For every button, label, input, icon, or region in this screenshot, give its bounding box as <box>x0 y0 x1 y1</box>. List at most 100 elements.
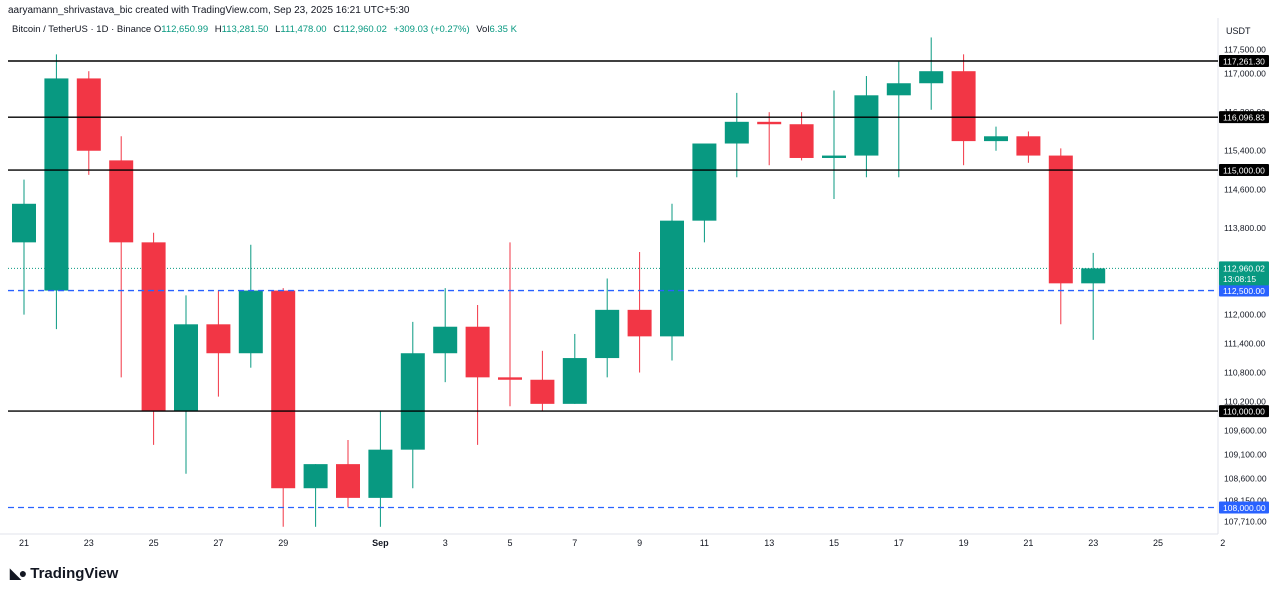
price-tick-label: 113,800.00 <box>1224 223 1266 233</box>
tradingview-logo-icon: ◣● <box>10 565 27 581</box>
high-value: 113,281.50 <box>221 24 269 35</box>
symbol-name: Bitcoin / TetherUS · 1D · Binance <box>12 24 152 35</box>
candle-body <box>465 326 490 378</box>
price-tick-label: 117,500.00 <box>1224 45 1266 55</box>
price-tick-label: 112,000.00 <box>1224 310 1266 320</box>
volume-value: 6.35 K <box>489 24 517 35</box>
candle-body <box>1048 155 1073 284</box>
price-tick-label: 114,600.00 <box>1224 184 1266 194</box>
price-tick-label: 109,600.00 <box>1224 425 1267 435</box>
candle-body <box>627 309 652 337</box>
volume-label: Vol <box>476 24 490 35</box>
symbol-legend: Bitcoin / TetherUS · 1D · Binance O112,6… <box>12 24 521 35</box>
level-price-tag <box>1219 164 1269 177</box>
open-label: O <box>153 24 162 35</box>
level-price-tag <box>1219 405 1269 418</box>
candle-body <box>12 203 36 243</box>
chart-attribution: aaryamann_shrivastava_bic created with T… <box>8 5 410 16</box>
candle-body <box>530 379 555 404</box>
last-price-tag <box>1219 261 1269 286</box>
time-tick-label: 15 <box>829 538 839 548</box>
time-tick-label: 19 <box>959 538 969 548</box>
candle-body <box>886 83 911 96</box>
time-tick-label: 23 <box>1088 538 1098 548</box>
candle-body <box>724 121 749 144</box>
tradingview-brand[interactable]: ◣● TradingView <box>10 565 118 582</box>
level-price-tag <box>1219 111 1269 124</box>
low-label: L <box>275 24 281 35</box>
time-tick-label: 13 <box>764 538 774 548</box>
candle-body <box>271 290 296 489</box>
price-tick-label: 111,400.00 <box>1224 339 1266 349</box>
level-price-label: 110,000.00 <box>1223 407 1265 417</box>
time-tick-label: 25 <box>1153 538 1163 548</box>
time-tick-label: 25 <box>149 538 159 548</box>
price-tick-label: 110,200.00 <box>1224 396 1266 406</box>
candle-body <box>433 326 458 354</box>
price-tick-label: 108,150.00 <box>1224 495 1267 505</box>
level-price-tag <box>1219 55 1269 68</box>
price-tick-label: 110,800.00 <box>1224 368 1266 378</box>
candle-body <box>368 449 393 498</box>
candle-body <box>1016 136 1041 156</box>
candle-countdown-label: 13:08:15 <box>1223 274 1256 284</box>
time-tick-label: 21 <box>1023 538 1033 548</box>
candle-body <box>303 464 328 489</box>
candle-body <box>141 242 166 412</box>
level-price-label: 117,261.30 <box>1223 57 1265 67</box>
candle-body <box>919 71 944 84</box>
close-label: C <box>333 24 341 35</box>
high-label: H <box>214 24 222 35</box>
candle-body <box>951 71 976 142</box>
close-value: 112,960.02 <box>340 24 387 35</box>
candle-body <box>822 155 846 158</box>
price-tick-label: 115,400.00 <box>1224 146 1266 156</box>
level-price-label: 112,500.00 <box>1223 286 1265 296</box>
time-tick-label: 2 <box>1220 538 1225 548</box>
time-tick-label: 21 <box>19 538 29 548</box>
price-tick-label: 109,100.00 <box>1224 449 1267 459</box>
candle-body <box>789 124 814 158</box>
price-tick-label: 107,710.00 <box>1224 517 1267 527</box>
candle-body <box>44 78 69 291</box>
candle-body <box>757 121 782 125</box>
brand-name: TradingView <box>30 565 119 582</box>
level-price-label: 116,096.83 <box>1223 113 1265 123</box>
low-value: 111,478.00 <box>280 24 327 35</box>
candle-body <box>660 220 684 337</box>
time-tick-label: 27 <box>213 538 223 548</box>
candle-body <box>238 290 263 354</box>
time-tick-label: 5 <box>507 538 512 548</box>
candle-body <box>984 136 1008 142</box>
time-tick-label: Sep <box>372 538 389 548</box>
time-tick-label: 11 <box>700 538 709 548</box>
time-tick-label: 17 <box>894 538 904 548</box>
change-value: +309.03 (+0.27%) <box>393 24 470 35</box>
open-value: 112,650.99 <box>161 24 209 35</box>
currency-label: USDT <box>1226 26 1251 36</box>
time-tick-label: 23 <box>84 538 94 548</box>
price-tick-label: 108,600.00 <box>1224 474 1267 484</box>
candle-body <box>854 95 879 156</box>
candle-body <box>109 160 134 243</box>
time-tick-label: 7 <box>572 538 577 548</box>
candle-body <box>595 309 620 359</box>
candle-body <box>336 464 360 498</box>
candle-body <box>174 324 198 412</box>
candle-body <box>206 324 231 354</box>
candle-body <box>562 358 587 404</box>
time-tick-label: 3 <box>443 538 448 548</box>
candle-body <box>1081 268 1106 284</box>
level-price-tag <box>1219 284 1269 297</box>
candle-body <box>76 78 101 151</box>
level-price-label: 115,000.00 <box>1223 166 1265 176</box>
level-price-tag <box>1219 501 1269 514</box>
candle-body <box>498 377 522 380</box>
candle-body <box>400 353 425 450</box>
candle-body <box>692 143 717 221</box>
time-tick-label: 9 <box>637 538 642 548</box>
time-tick-label: 29 <box>278 538 288 548</box>
level-price-label: 108,000.00 <box>1223 503 1266 513</box>
last-price-label: 112,960.02 <box>1223 263 1265 273</box>
